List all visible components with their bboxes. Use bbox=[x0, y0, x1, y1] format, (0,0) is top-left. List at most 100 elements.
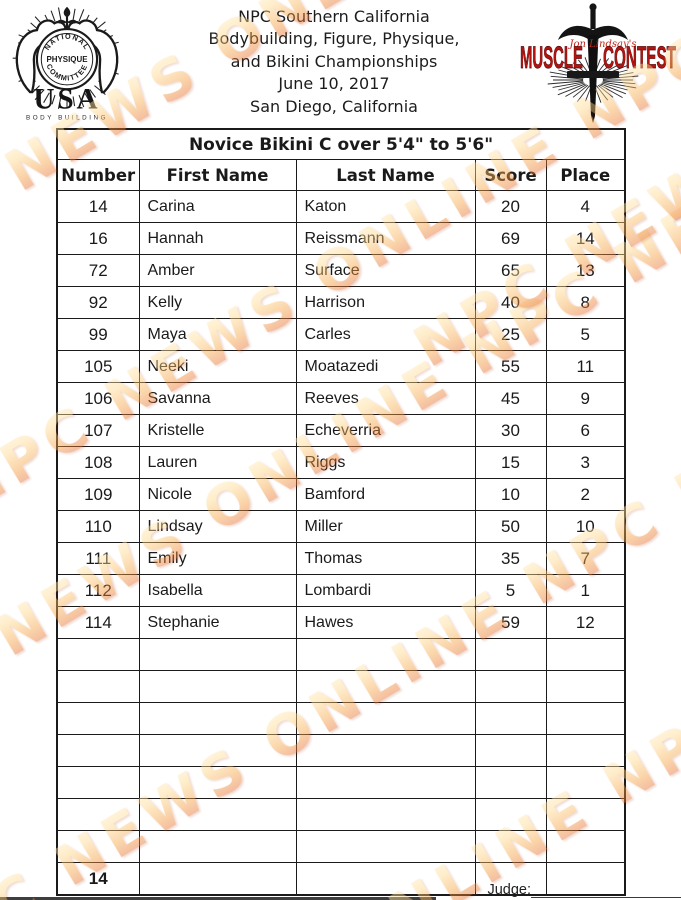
cell-first-name: Amber bbox=[138, 254, 297, 287]
total-row: 14 bbox=[56, 862, 626, 896]
table-row: 106 Savanna Reeves 45 9 bbox=[56, 382, 626, 415]
cell-score: 50 bbox=[474, 510, 547, 543]
flexed-arm-right-icon bbox=[67, 19, 119, 94]
cell-score: 20 bbox=[474, 190, 547, 223]
cell-score: 35 bbox=[474, 542, 547, 575]
cell-first-name bbox=[138, 638, 297, 671]
empty-row bbox=[56, 638, 626, 671]
cell-first-name: Isabella bbox=[138, 574, 297, 607]
cell-first-name bbox=[138, 702, 297, 735]
table-row: 16 Hannah Reissmann 69 14 bbox=[56, 222, 626, 255]
table-row: 72 Amber Surface 65 13 bbox=[56, 254, 626, 287]
event-title-line: NPC Southern California bbox=[238, 7, 430, 26]
npc-usa-logo: NATIONAL PHYSIQUE COMMITTEE USA BODY BUI… bbox=[12, 6, 119, 121]
cell-place bbox=[545, 638, 626, 671]
empty-row bbox=[56, 734, 626, 767]
dagger-pommel-icon bbox=[589, 3, 597, 11]
cell-last-name bbox=[295, 734, 476, 767]
cell-place: 8 bbox=[545, 286, 626, 319]
empty-row bbox=[56, 670, 626, 703]
cell-score: 25 bbox=[474, 318, 547, 351]
cell-last-name bbox=[295, 862, 476, 896]
table-row: 108 Lauren Riggs 15 3 bbox=[56, 446, 626, 479]
table-header-row: Number First Name Last Name Score Place bbox=[56, 159, 626, 191]
table-row: 112 Isabella Lombardi 5 1 bbox=[56, 574, 626, 607]
mc-contest-text: CONTEST bbox=[603, 41, 676, 75]
cell-number: 111 bbox=[56, 542, 140, 575]
cell-first-name bbox=[138, 766, 297, 799]
npc-bodybuilding-text: BODY BUILDING bbox=[26, 114, 108, 121]
cell-place: 5 bbox=[545, 318, 626, 351]
mc-tagline-text: Jon Lindsay's bbox=[568, 39, 637, 50]
cell-number bbox=[56, 766, 140, 799]
mc-banner-icon bbox=[567, 71, 619, 78]
cell-place: 3 bbox=[545, 446, 626, 479]
cell-place: 9 bbox=[545, 382, 626, 415]
cell-place bbox=[545, 670, 626, 703]
dagger-blade-icon bbox=[587, 35, 599, 123]
cell-first-name: Hannah bbox=[138, 222, 297, 255]
cell-place bbox=[545, 862, 626, 896]
col-header-number: Number bbox=[56, 159, 140, 191]
cell-first-name: Lauren bbox=[138, 446, 297, 479]
cell-score: 45 bbox=[474, 382, 547, 415]
empty-row bbox=[56, 702, 626, 735]
cell-last-name: Hawes bbox=[295, 606, 476, 639]
cell-number bbox=[56, 670, 140, 703]
cell-number: 112 bbox=[56, 574, 140, 607]
cell-place bbox=[545, 766, 626, 799]
cell-place: 4 bbox=[545, 190, 626, 223]
results-table: Novice Bikini C over 5'4" to 5'6" Number… bbox=[56, 128, 627, 896]
cell-number: 108 bbox=[56, 446, 140, 479]
cell-score: 15 bbox=[474, 446, 547, 479]
cell-number bbox=[56, 638, 140, 671]
empty-row bbox=[56, 798, 626, 831]
cell-last-name bbox=[295, 798, 476, 831]
cell-place bbox=[545, 798, 626, 831]
col-header-place: Place bbox=[545, 159, 626, 191]
cell-first-name: Stephanie bbox=[138, 606, 297, 639]
cell-score: 69 bbox=[474, 222, 547, 255]
cell-last-name: Moatazedi bbox=[295, 350, 476, 383]
cell-last-name: Reeves bbox=[295, 382, 476, 415]
cell-last-name: Carles bbox=[295, 318, 476, 351]
cell-score bbox=[474, 670, 547, 703]
cell-score bbox=[474, 798, 547, 831]
table-row: 114 Stephanie Hawes 59 12 bbox=[56, 606, 626, 639]
cell-place: 10 bbox=[545, 510, 626, 543]
torch-leaf-icon bbox=[56, 19, 78, 24]
cell-place: 12 bbox=[545, 606, 626, 639]
cell-number bbox=[56, 702, 140, 735]
cell-last-name bbox=[295, 670, 476, 703]
cell-last-name: Katon bbox=[295, 190, 476, 223]
cell-first-name: Kristelle bbox=[138, 414, 297, 447]
cell-first-name: Savanna bbox=[138, 382, 297, 415]
cell-place: 7 bbox=[545, 542, 626, 575]
cell-score bbox=[474, 766, 547, 799]
cell-first-name bbox=[138, 798, 297, 831]
cell-first-name bbox=[138, 830, 297, 863]
table-row: 99 Maya Carles 25 5 bbox=[56, 318, 626, 351]
cell-number bbox=[56, 798, 140, 831]
event-title: NPC Southern California Bodybuilding, Fi… bbox=[128, 6, 540, 118]
cell-place bbox=[545, 830, 626, 863]
cell-last-name bbox=[295, 702, 476, 735]
cell-last-name: Surface bbox=[295, 254, 476, 287]
cell-last-name bbox=[295, 830, 476, 863]
results-tbody: 14 Carina Katon 20 4 16 Hannah Reissmann 69 14 72 A… bbox=[56, 190, 626, 896]
cell-last-name: Riggs bbox=[295, 446, 476, 479]
cell-number: 110 bbox=[56, 510, 140, 543]
cell-number: 114 bbox=[56, 606, 140, 639]
cell-first-name bbox=[138, 670, 297, 703]
cell-last-name: Lombardi bbox=[295, 574, 476, 607]
cell-first-name bbox=[138, 862, 297, 896]
torch-flame-icon bbox=[63, 6, 71, 18]
table-row: 110 Lindsay Miller 50 10 bbox=[56, 510, 626, 543]
cell-score bbox=[474, 734, 547, 767]
event-location: San Diego, California bbox=[250, 96, 418, 116]
cell-score: 65 bbox=[474, 254, 547, 287]
cell-last-name: Miller bbox=[295, 510, 476, 543]
table-row: 107 Kristelle Echeverria 30 6 bbox=[56, 414, 626, 447]
cell-first-name: Kelly bbox=[138, 286, 297, 319]
cell-first-name: Nicole bbox=[138, 478, 297, 511]
